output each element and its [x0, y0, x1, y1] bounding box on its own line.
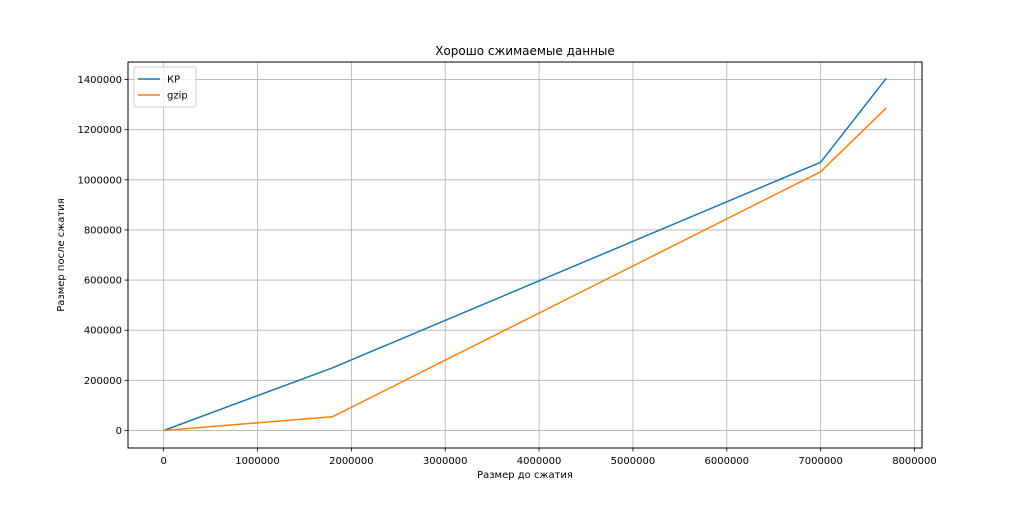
- legend-label: gzip: [167, 91, 188, 102]
- x-tick-label: 2000000: [329, 456, 374, 467]
- x-tick-label: 4000000: [517, 456, 562, 467]
- chart-title: Хорошо сжимаемые данные: [435, 44, 615, 58]
- x-axis-ticks: 0 1000000 2000000 3000000 4000000 5000000 6000…: [160, 448, 937, 467]
- grid: [128, 62, 922, 448]
- legend-box: [133, 66, 197, 108]
- y-tick-label: 1200000: [77, 125, 122, 136]
- series-lines: [163, 77, 887, 432]
- y-tick-label: 1400000: [77, 75, 122, 86]
- legend: КР gzip: [133, 66, 197, 108]
- x-tick-label: 0: [160, 456, 166, 467]
- x-tick-label: 6000000: [705, 456, 750, 467]
- y-tick-label: 400000: [84, 326, 122, 337]
- x-axis-label: Размер до сжатия: [477, 470, 573, 481]
- y-tick-label: 1000000: [77, 175, 122, 186]
- plot-frame: [127, 61, 923, 449]
- x-tick-label: 8000000: [892, 456, 937, 467]
- y-tick-label: 0: [116, 426, 122, 437]
- y-tick-label: 800000: [84, 225, 122, 236]
- x-tick-label: 3000000: [423, 456, 468, 467]
- series-line-0: [163, 77, 887, 432]
- legend-label: КР: [167, 75, 180, 86]
- x-tick-label: 5000000: [611, 456, 656, 467]
- y-axis-label: Размер после сжатия: [56, 198, 67, 312]
- x-tick-label: 7000000: [798, 456, 843, 467]
- series-line-1: [163, 107, 887, 432]
- y-axis-ticks: 0 200000 400000 600000 800000 1000000 1200000 1…: [77, 75, 128, 437]
- x-tick-label: 1000000: [235, 456, 280, 467]
- y-tick-label: 600000: [84, 276, 122, 287]
- y-tick-label: 200000: [84, 376, 122, 387]
